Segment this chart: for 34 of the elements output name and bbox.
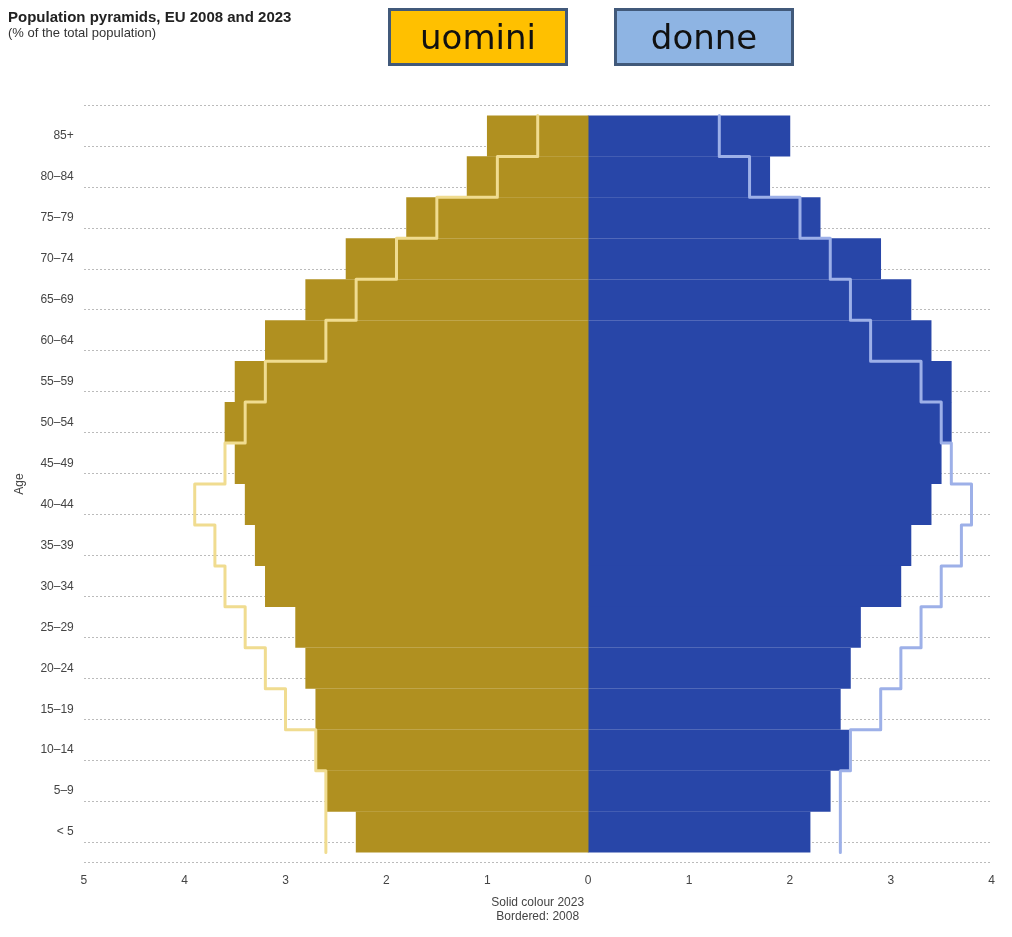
x-tick-label: 4 <box>988 873 996 888</box>
y-tick-label: 5–9 <box>53 783 75 798</box>
y-tick-label: 55–59 <box>40 373 75 388</box>
y-tick-label: 30–34 <box>40 578 75 593</box>
chart-subtitle: (% of the total population) <box>8 25 157 40</box>
x-tick-label: 5 <box>80 873 88 888</box>
y-tick-label: 60–64 <box>40 332 75 347</box>
x-tick-label: 2 <box>383 873 391 888</box>
x-tick-label: 0 <box>584 873 592 888</box>
x-tick-label: 4 <box>181 873 189 888</box>
y-tick-label: 80–84 <box>40 169 75 184</box>
x-tick-label: 3 <box>282 873 290 888</box>
chart-title: Population pyramids, EU 2008 and 2023 <box>8 8 292 25</box>
x-tick-label: 1 <box>483 873 491 888</box>
y-tick-label: 15–19 <box>40 701 75 716</box>
y-tick-label: 45–49 <box>40 455 75 470</box>
y-tick-label: 50–54 <box>40 414 75 429</box>
y-tick-label: 25–29 <box>40 619 75 634</box>
y-tick-label: 70–74 <box>40 251 75 266</box>
y-axis-title: Age <box>11 473 26 495</box>
y-tick-label: 40–44 <box>40 496 75 511</box>
x-tick-label: 1 <box>685 873 693 888</box>
text: uomini <box>388 8 568 66</box>
x-tick-label: 2 <box>786 873 794 888</box>
text: donne <box>614 8 794 66</box>
y-tick-label: 35–39 <box>40 537 75 552</box>
y-tick-label: 10–14 <box>40 742 75 757</box>
y-tick-label: < 5 <box>56 824 75 839</box>
y-tick-label: 20–24 <box>40 660 75 675</box>
y-tick-label: 85+ <box>53 128 74 143</box>
x-tick-label: 3 <box>887 873 895 888</box>
x-axis-title: Solid colour 2023 Bordered: 2008 <box>491 894 585 924</box>
y-tick-label: 65–69 <box>40 292 75 307</box>
y-tick-label: 75–79 <box>40 210 75 225</box>
